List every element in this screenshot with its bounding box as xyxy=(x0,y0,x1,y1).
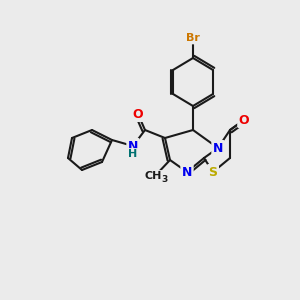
Text: Br: Br xyxy=(186,33,200,43)
Text: CH: CH xyxy=(144,171,162,181)
Text: O: O xyxy=(133,107,143,121)
Text: N: N xyxy=(213,142,223,154)
Text: N: N xyxy=(128,140,138,152)
Text: 3: 3 xyxy=(161,175,167,184)
Text: N: N xyxy=(182,166,192,178)
Text: H: H xyxy=(128,149,138,159)
Text: O: O xyxy=(239,113,249,127)
Text: S: S xyxy=(208,166,217,178)
